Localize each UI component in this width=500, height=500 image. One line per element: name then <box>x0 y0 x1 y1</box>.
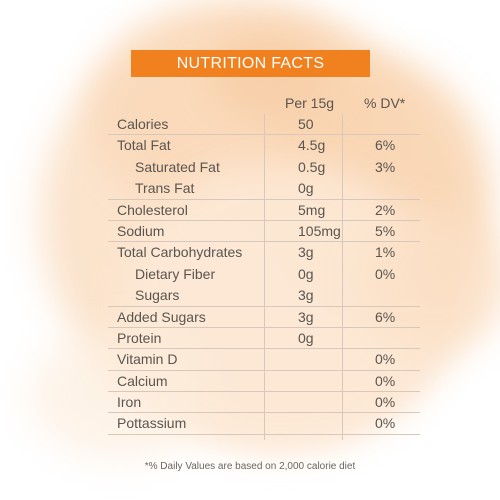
nutrient-amount: 5mg <box>298 201 326 218</box>
table-row: Protein 0g <box>108 328 420 350</box>
nutrient-amount: 0g <box>298 265 314 282</box>
nutrient-daily-value: 6% <box>375 308 396 325</box>
table-row: Trans Fat 0g <box>108 178 420 200</box>
nutrient-name: Sugars <box>135 287 180 304</box>
table-row: Iron 0% <box>108 392 420 414</box>
nutrient-name: Calories <box>117 116 169 132</box>
table-row: Total Fat 4.5g 6% <box>108 135 420 156</box>
nutrient-amount: 50 <box>298 116 314 132</box>
nutrient-name: Total Carbohydrates <box>117 244 243 261</box>
nutrient-name: Protein <box>117 329 162 346</box>
table-row: Calories 50 <box>108 114 420 136</box>
nutrient-name: Added Sugars <box>117 308 206 325</box>
nutrient-name: Total Fat <box>117 137 171 154</box>
nutrient-amount: 0g <box>298 329 314 346</box>
nutrient-amount: 105mg <box>298 222 341 239</box>
table-row: Total Carbohydrates 3g 1% <box>108 242 420 263</box>
nutrient-daily-value: 6% <box>375 137 396 154</box>
nutrient-amount: 3g <box>298 287 314 304</box>
column-divider <box>342 114 343 440</box>
table-row: Calcium 0% <box>108 371 420 393</box>
nutrient-name: Calcium <box>117 372 168 389</box>
nutrient-name: Cholesterol <box>117 201 188 218</box>
nutrient-name: Iron <box>117 394 142 411</box>
column-header-per-serving: Per 15g <box>285 95 335 111</box>
nutrient-daily-value: 5% <box>375 222 396 239</box>
nutrient-daily-value: 0% <box>375 265 396 282</box>
table-row: Cholesterol 5mg 2% <box>108 200 420 221</box>
nutrient-daily-value: 0% <box>375 351 396 368</box>
nutrition-title: NUTRITION FACTS <box>131 50 370 77</box>
nutrient-name: Saturated Fat <box>135 158 220 175</box>
nutrient-daily-value: 0% <box>375 415 396 432</box>
nutrient-amount: 0g <box>298 180 314 197</box>
nutrient-name: Dietary Fiber <box>135 265 216 282</box>
nutrient-name: Vitamin D <box>117 351 178 368</box>
nutrient-daily-value: 3% <box>375 158 396 175</box>
table-row: Saturated Fat 0.5g 3% <box>108 157 420 178</box>
nutrient-amount: 3g <box>298 244 314 261</box>
nutrient-daily-value: 2% <box>375 201 396 218</box>
column-divider <box>264 114 265 440</box>
table-row: Sugars 3g <box>108 285 420 307</box>
daily-value-footnote: *% Daily Values are based on 2,000 calor… <box>144 461 356 472</box>
nutrient-name: Sodium <box>117 222 165 239</box>
table-row: Vitamin D 0% <box>108 349 420 371</box>
nutrient-daily-value: 0% <box>375 394 396 411</box>
nutrient-name: Trans Fat <box>135 180 195 197</box>
table-row: Pottassium 0% <box>108 413 420 435</box>
nutrient-amount: 0.5g <box>298 158 326 175</box>
table-row: Sodium 105mg 5% <box>108 221 420 243</box>
nutrient-daily-value: 0% <box>375 372 396 389</box>
nutrition-table: Calories 50 Total Fat 4.5g 6% Saturated … <box>108 114 420 435</box>
nutrient-name: Pottassium <box>117 415 187 432</box>
table-row: Dietary Fiber 0g 0% <box>108 264 420 285</box>
nutrient-amount: 3g <box>298 308 314 325</box>
table-row: Added Sugars 3g 6% <box>108 307 420 328</box>
nutrient-amount: 4.5g <box>298 137 326 154</box>
nutrient-daily-value: 1% <box>375 244 396 261</box>
column-header-daily-value: % DV* <box>364 95 406 111</box>
